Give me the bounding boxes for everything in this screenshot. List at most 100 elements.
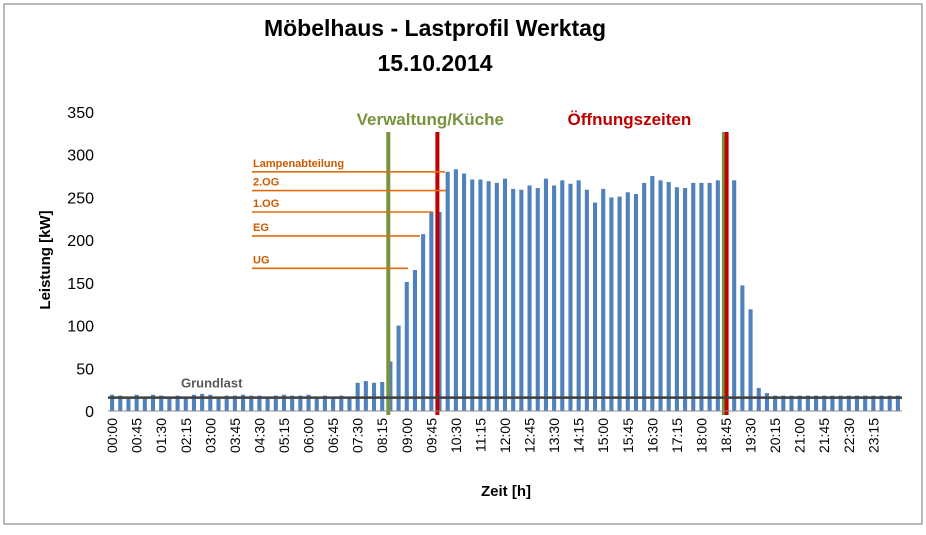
x-tick-label: 18:45 [718,418,734,453]
x-tick-label: 03:45 [227,418,243,453]
bar [814,395,819,411]
bar [674,187,679,411]
x-tick-label: 18:00 [694,418,710,453]
bar [527,185,532,411]
x-tick-label: 09:00 [399,418,415,453]
bar [437,211,442,411]
chart-subtitle: 15.10.2014 [377,50,492,76]
bar [871,395,876,411]
bar [224,395,229,411]
x-tick-label: 19:30 [743,418,759,453]
bar [249,395,254,411]
bar [208,394,213,411]
bar [895,395,900,411]
bar [306,394,311,411]
bar [576,180,581,411]
bar [445,171,450,411]
y-tick-label: 250 [67,190,94,207]
bar [396,325,401,411]
bar [150,394,156,411]
x-tick-label: 17:15 [669,418,685,453]
bar [519,189,524,411]
x-tick-label: 13:30 [546,418,562,453]
bar [421,234,426,411]
x-tick-label: 11:15 [472,418,488,452]
bar [478,179,483,411]
bar [715,180,720,411]
bar [175,395,180,411]
bar [331,396,336,411]
bar [462,173,467,411]
bar [617,196,622,411]
bar [322,395,327,411]
x-tick-label: 00:45 [129,418,145,453]
bar [740,285,745,411]
bar [748,309,753,411]
bar [134,394,139,411]
bar [273,395,278,411]
x-tick-label: 15:45 [620,418,636,453]
y-tick-label: 350 [67,105,94,122]
x-tick-label: 23:15 [865,418,881,453]
bar [691,182,696,411]
bar [183,397,188,411]
x-tick-label: 21:45 [816,418,832,453]
y-axis-ticks: 0 50 100 150 200 250 300 350 [67,105,94,421]
x-tick-label: 16:30 [644,418,660,453]
bar [314,396,319,411]
x-tick-label: 06:45 [325,418,341,453]
bar [142,396,147,411]
bar [863,395,868,411]
bar [699,182,704,411]
bar [879,395,884,411]
bar [290,395,295,411]
bar [601,188,606,411]
x-tick-label: 04:30 [251,418,267,453]
bar [625,192,630,411]
bar [388,361,393,411]
bar [347,396,352,411]
bar [126,397,131,411]
bar [118,395,123,411]
chart-title: Möbelhaus - Lastprofil Werktag [264,15,606,41]
x-tick-label: 15:00 [595,418,611,453]
x-tick-label: 09:45 [423,418,439,453]
x-tick-label: 12:45 [522,418,538,453]
bar [257,395,262,411]
y-tick-label: 100 [67,319,94,336]
bar [502,178,508,411]
level-annotation-label: UG [253,254,270,266]
bar [159,395,164,411]
x-tick-label: 03:00 [202,418,218,453]
bar [200,393,205,411]
bar [789,395,794,411]
y-tick-label: 0 [85,404,94,421]
bar [232,395,237,411]
x-axis-ticks: 00:00 00:45 01:30 02:15 03:00 03:45 04:30 05:15… [104,418,881,453]
bar [339,395,344,411]
y-tick-label: 50 [76,361,94,378]
bar [642,182,647,411]
bar [609,197,614,411]
bar [110,394,115,411]
level-annotation-label: EG [253,222,269,234]
bar [592,202,598,411]
bar [650,176,655,411]
bar [822,395,827,411]
bar [265,396,270,411]
bar [633,194,639,411]
bar [666,182,671,411]
bar [191,394,196,411]
bar [281,394,287,411]
bar [732,180,737,411]
zone-marker-label: Öffnungszeiten [568,110,692,129]
bar [216,396,221,411]
grundlast-label: Grundlast [181,376,243,391]
bar [854,395,860,411]
bar [584,189,589,411]
level-annotations: Lampenabteilung 2.OG 1.OG EG UG [252,158,446,270]
x-tick-label: 06:00 [301,418,317,453]
bar [412,270,417,411]
x-tick-label: 22:30 [841,418,857,453]
